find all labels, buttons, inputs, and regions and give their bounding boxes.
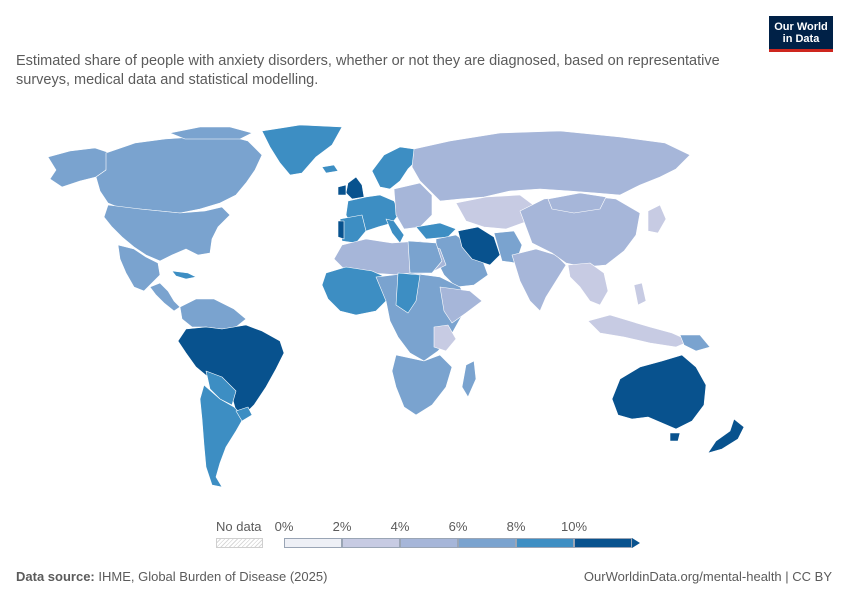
region-usa[interactable] [103, 204, 231, 262]
region-southern-africa[interactable] [391, 354, 453, 416]
legend-bin-5[interactable] [574, 538, 632, 548]
region-philippines[interactable] [633, 282, 647, 306]
region-iran[interactable] [457, 226, 501, 266]
region-ireland[interactable] [337, 184, 347, 196]
legend-nodata-label: No data [216, 519, 262, 534]
legend-bin-2[interactable] [400, 538, 458, 548]
legend-tick-label: 10% [560, 519, 588, 534]
footer-source-label: Data source: [16, 569, 95, 584]
region-southeast-asia[interactable] [567, 262, 609, 306]
region-papua[interactable] [679, 334, 711, 352]
region-kenya[interactable] [433, 324, 457, 352]
region-mongolia[interactable] [547, 192, 607, 214]
region-madagascar[interactable] [461, 360, 477, 398]
region-iceland[interactable] [321, 164, 339, 174]
region-egypt[interactable] [407, 240, 443, 274]
region-caribbean[interactable] [171, 270, 197, 280]
region-japan[interactable] [647, 204, 667, 234]
legend-bin-1[interactable] [342, 538, 400, 548]
legend-bin-3[interactable] [458, 538, 516, 548]
region-new-zealand[interactable] [707, 418, 745, 454]
legend-tick-label: 8% [506, 519, 526, 534]
legend-bin-4[interactable] [516, 538, 574, 548]
region-uruguay[interactable] [235, 406, 253, 422]
region-west-africa[interactable] [321, 266, 391, 316]
region-central-america[interactable] [149, 282, 181, 312]
region-turkey[interactable] [415, 222, 457, 240]
footer-url[interactable]: OurWorldinData.org/mental-health | CC BY [583, 569, 832, 584]
region-scandinavia[interactable] [371, 146, 419, 190]
region-australia[interactable] [611, 354, 707, 430]
legend-bin-0[interactable] [284, 538, 342, 548]
legend-tick-label: 4% [390, 519, 410, 534]
legend-tick-label: 0% [274, 519, 294, 534]
region-horn-of-africa[interactable] [439, 286, 483, 324]
region-arctic-islands[interactable] [169, 126, 253, 140]
legend-tick-label: 6% [448, 519, 468, 534]
footer-source-text[interactable]: IHME, Global Burden of Disease (2025) [98, 569, 328, 584]
region-greenland[interactable] [261, 124, 343, 176]
region-uk[interactable] [345, 176, 365, 200]
legend-nodata-swatch[interactable] [216, 538, 263, 548]
region-indonesia[interactable] [587, 314, 691, 348]
region-india[interactable] [511, 248, 567, 312]
legend: No data 0% 2% 4% 6% 8% 10% [0, 512, 850, 552]
region-mexico[interactable] [117, 244, 161, 292]
world-map[interactable] [0, 115, 850, 510]
footer-source: Data source: IHME, Global Burden of Dise… [16, 569, 327, 584]
region-russia[interactable] [411, 130, 691, 202]
region-bolivia-paraguay[interactable] [205, 370, 237, 406]
legend-tick-label: 2% [332, 519, 352, 534]
region-brazil[interactable] [177, 324, 285, 416]
region-canada[interactable] [95, 134, 263, 214]
region-italy[interactable] [385, 218, 405, 244]
region-portugal[interactable] [337, 220, 345, 240]
logo-line-2: in Data [782, 33, 820, 45]
legend-arrow-icon [632, 538, 640, 548]
owid-logo[interactable]: Our World in Data [769, 16, 833, 52]
region-tasmania[interactable] [669, 432, 681, 442]
region-northern-south-america[interactable] [179, 298, 247, 330]
logo-line-1: Our World [774, 21, 828, 33]
region-eastern-europe[interactable] [393, 182, 433, 230]
region-sudan[interactable] [395, 272, 421, 314]
chart-subtitle: Estimated share of people with anxiety d… [16, 53, 720, 88]
